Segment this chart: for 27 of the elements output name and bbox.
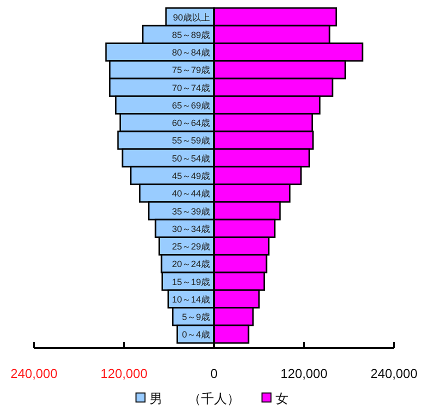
y-tick-label: 80～84歳 (172, 48, 210, 58)
y-tick-label: 85～89歳 (172, 30, 210, 40)
y-tick-label: 75～79歳 (172, 65, 210, 76)
y-tick-label: 40～44歳 (172, 188, 210, 199)
y-tick-label: 55～59歳 (172, 136, 210, 146)
y-tick-label: 0～4歳 (182, 330, 210, 340)
y-tick-label: 65～69歳 (172, 100, 210, 110)
legend-label: 女 (276, 391, 288, 406)
y-tick-label: 5～9歳 (182, 312, 210, 322)
x-tick-label: 120,000 (280, 366, 328, 381)
y-tick-label: 25～29歳 (172, 242, 210, 252)
y-tick-label: 45～49歳 (172, 171, 210, 181)
y-tick-label: 20～24歳 (172, 259, 210, 270)
x-axis-title: （千人） (188, 391, 240, 406)
x-tick-label: 120,000 (100, 366, 148, 381)
legend-label: 男 (150, 391, 162, 406)
y-tick-label: 90歳以上 (172, 12, 210, 22)
y-tick-label: 10～14歳 (172, 294, 210, 304)
y-tick-label: 35～39歳 (172, 206, 210, 216)
y-tick-label: 15～19歳 (172, 276, 210, 287)
x-tick-label: 240,000 (370, 366, 418, 381)
x-tick-label: 240,000 (10, 366, 58, 381)
y-tick-label: 60～64歳 (172, 118, 210, 128)
y-tick-label: 70～74歳 (172, 82, 210, 93)
y-tick-label: 50～54歳 (172, 153, 210, 164)
y-tick-label: 30～34歳 (172, 224, 210, 234)
x-tick-label: 0 (210, 366, 218, 381)
